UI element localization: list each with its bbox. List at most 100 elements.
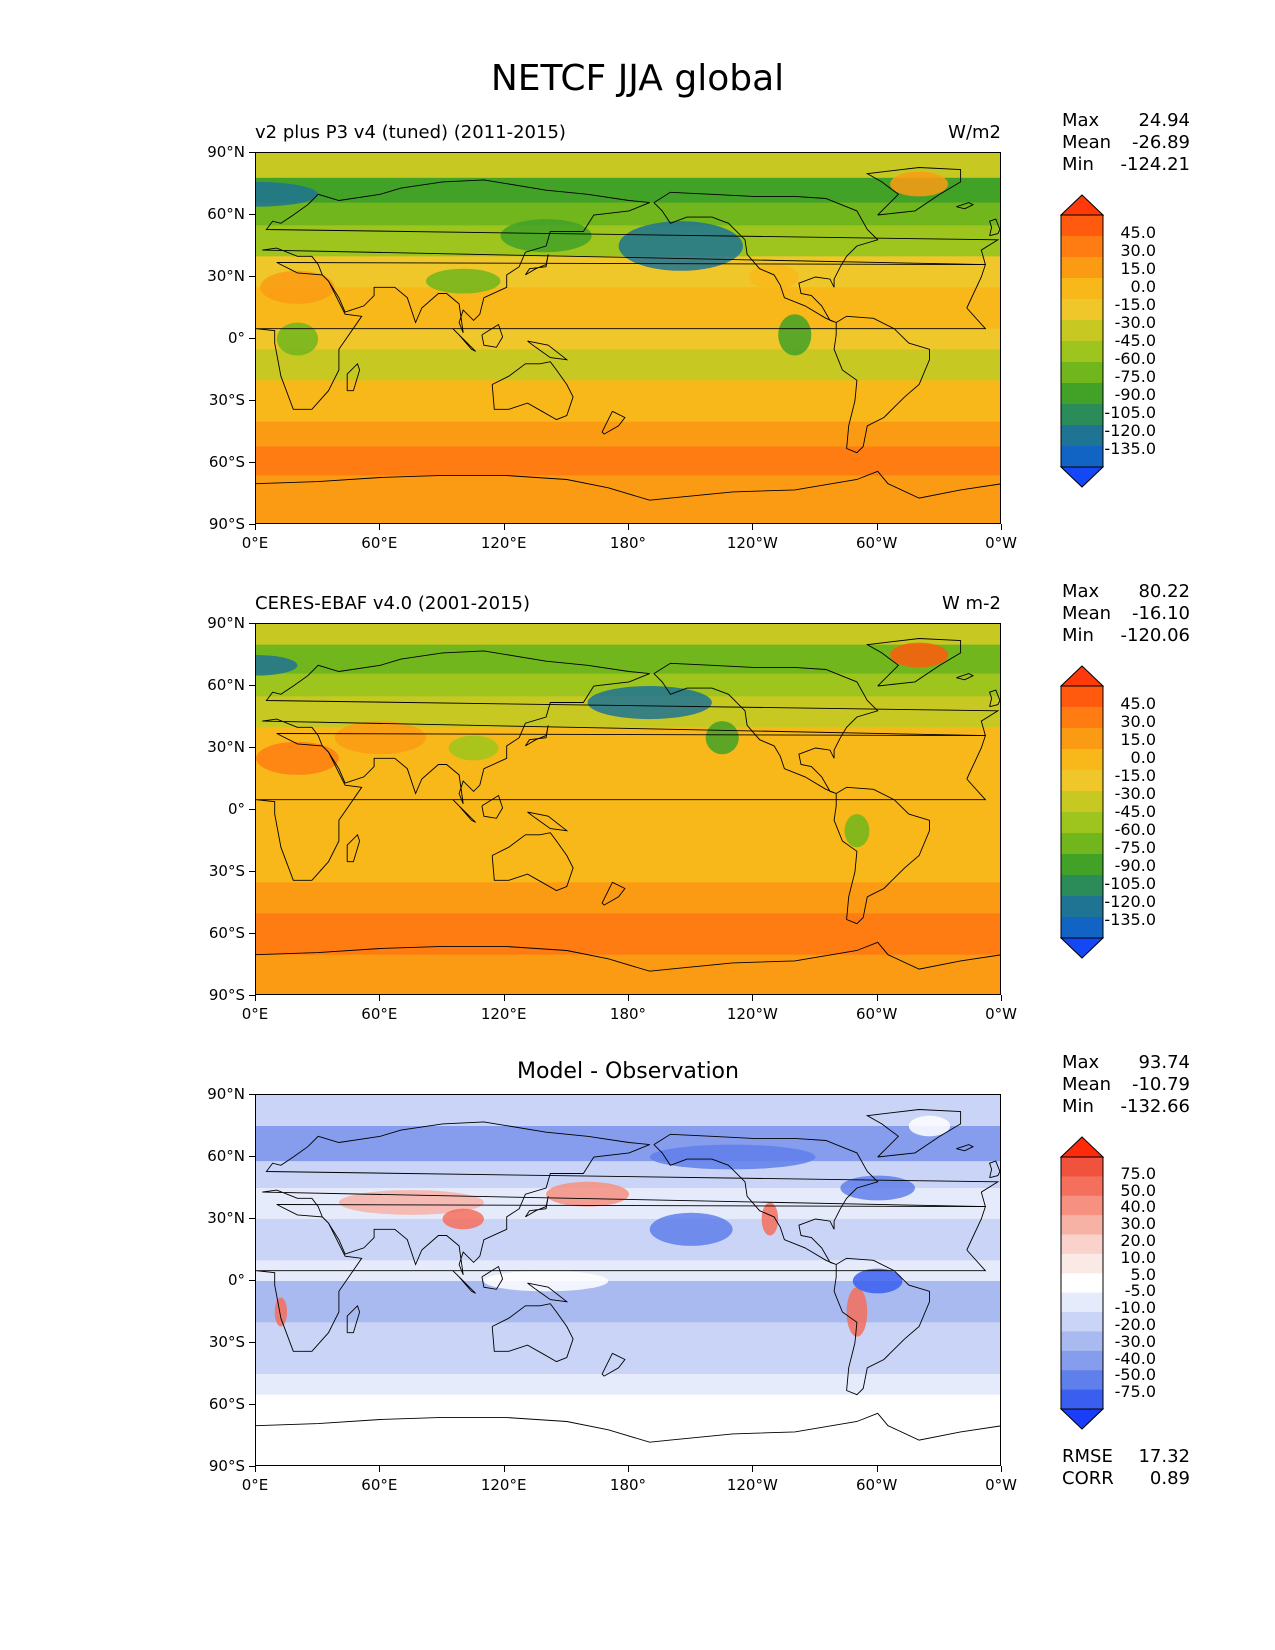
x-tick-label: 60°W [855, 1476, 898, 1494]
coastline-new-guinea [527, 811, 569, 832]
colorbar-segment [1061, 1253, 1103, 1274]
figure-title: NETCF JJA global [490, 58, 785, 99]
y-tick-label: 90°N [207, 143, 245, 161]
stat-value: -10.79 [1131, 1074, 1190, 1095]
field-anomaly [276, 322, 319, 356]
coastline-new-zealand [601, 1352, 626, 1377]
colorbar-outline [1060, 1156, 1104, 1410]
y-tick-label: 0° [227, 800, 245, 818]
metric-value: 17.32 [1138, 1446, 1190, 1467]
field-anomaly [649, 1144, 816, 1170]
coastline-new-guinea [527, 340, 569, 361]
coastline-borneo [481, 323, 504, 348]
y-tick-mark [249, 1342, 255, 1343]
colorbar-label: -60.0 [1114, 820, 1156, 839]
x-tick-mark [503, 1466, 505, 1472]
x-tick-label: 120°W [726, 1005, 778, 1023]
colorbar-label: -5.0 [1124, 1281, 1156, 1301]
x-tick-mark [752, 1466, 754, 1472]
field-anomaly [448, 735, 499, 761]
field-band [256, 1095, 1000, 1127]
field-band [256, 1374, 1000, 1396]
panel-1-field [256, 624, 1000, 994]
y-tick-label: 60°S [208, 1395, 245, 1413]
x-tick-label: 120°E [480, 1476, 527, 1494]
colorbar-extend-min [1060, 466, 1104, 488]
stat-name: Mean [1062, 603, 1112, 624]
field-anomaly [587, 686, 712, 720]
panel-0-stats: Max 24.94 Mean -26.89 Min -124.21 [1062, 110, 1190, 176]
colorbar-label: 15.0 [1120, 730, 1156, 749]
stat-row: Max 93.74 [1062, 1052, 1190, 1074]
coastline-south-america [833, 315, 930, 454]
colorbar-label: 50.0 [1120, 1180, 1156, 1200]
coastline-borneo [481, 794, 504, 819]
colorbar-label: -105.0 [1104, 874, 1156, 893]
y-tick-label: 0° [227, 1271, 245, 1289]
field-band [256, 153, 1000, 179]
y-tick-label: 60°S [208, 453, 245, 471]
coastline-sumatra [452, 328, 477, 352]
x-tick-label: 180° [609, 534, 647, 552]
colorbar-label: 0.0 [1130, 748, 1156, 767]
y-tick-label: 30°S [208, 862, 245, 880]
colorbar-label: -75.0 [1114, 367, 1156, 386]
stat-name: Min [1062, 625, 1094, 646]
y-tick-mark [249, 685, 255, 686]
colorbar-segment [1061, 1389, 1103, 1410]
coastline-australia [491, 361, 574, 421]
y-tick-mark [249, 152, 255, 153]
stat-name: Max [1062, 110, 1100, 131]
coastline-iceland [956, 202, 975, 210]
y-tick-mark [249, 1094, 255, 1095]
field-anomaly [908, 1115, 951, 1137]
stat-row: Mean -10.79 [1062, 1074, 1190, 1096]
stat-value: -16.10 [1131, 603, 1190, 624]
coastline-greenland [865, 638, 962, 687]
colorbar-segment [1061, 1195, 1103, 1216]
coastline-europe-asia [262, 650, 1000, 804]
stat-row: Mean -26.89 [1062, 132, 1190, 154]
panel-0-left-title: v2 plus P3 v4 (tuned) (2011-2015) [255, 122, 566, 143]
y-tick-mark [249, 995, 255, 996]
colorbar-segment [1061, 1312, 1103, 1332]
colorbar-segment [1061, 236, 1103, 258]
x-tick-mark [255, 1466, 256, 1472]
stat-value: -26.89 [1131, 132, 1190, 153]
field-anomaly [761, 1202, 779, 1236]
field-anomaly [778, 314, 812, 356]
field-band [256, 1322, 1000, 1375]
coastline-greenland [865, 167, 962, 216]
panel-2-map [255, 1094, 1001, 1466]
stat-value: 93.74 [1138, 1052, 1190, 1073]
colorbar-segment [1061, 1176, 1103, 1197]
field-anomaly [852, 1268, 903, 1294]
field-anomaly [618, 221, 743, 271]
coastline-new-guinea [527, 1282, 569, 1303]
panel-1-colorbar [1060, 665, 1104, 959]
y-tick-mark [249, 462, 255, 463]
stat-value: -124.21 [1120, 154, 1190, 175]
colorbar-label: -105.0 [1104, 403, 1156, 422]
coastline-africa [256, 1204, 987, 1352]
field-band [256, 328, 1000, 350]
y-tick-mark [249, 1466, 255, 1467]
colorbar-outline [1060, 685, 1104, 939]
y-tick-label: 90°S [208, 986, 245, 1004]
field-band [256, 789, 1000, 832]
coastline-uk [989, 218, 1000, 237]
field-anomaly [846, 1287, 868, 1337]
colorbar-segment [1061, 320, 1103, 342]
coastline-africa [256, 262, 987, 410]
coastline-sumatra [452, 1270, 477, 1294]
x-tick-mark [1001, 995, 1002, 1001]
field-band [256, 349, 1000, 381]
colorbar-extend-max [1060, 665, 1104, 687]
colorbar-segment [1061, 812, 1103, 834]
field-band [256, 954, 1000, 994]
y-tick-mark [249, 524, 255, 525]
coastline-madagascar [346, 362, 361, 392]
x-tick-mark [1001, 1466, 1002, 1472]
x-tick-mark [503, 524, 505, 530]
y-tick-label: 30°N [207, 738, 245, 756]
